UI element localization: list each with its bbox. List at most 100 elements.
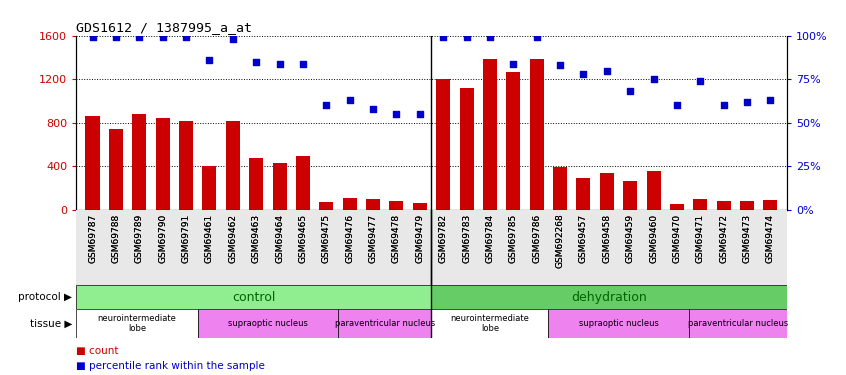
Point (343, 97, 356, 103)
Bar (646, 171, 661, 210)
Text: GSM69457: GSM69457 (579, 214, 588, 263)
Bar (459, 88, 474, 210)
Text: GSM69472: GSM69472 (719, 214, 728, 263)
Text: supraoptic nucleus: supraoptic nucleus (579, 319, 658, 328)
Text: protocol ▶: protocol ▶ (18, 292, 72, 302)
Text: GSM69477: GSM69477 (369, 214, 377, 263)
Text: neurointermediate
lobe: neurointermediate lobe (97, 314, 176, 333)
Point (390, 111, 404, 117)
Text: GSM69782: GSM69782 (438, 214, 448, 263)
Text: GSM69459: GSM69459 (626, 214, 634, 263)
Text: GSM69473: GSM69473 (743, 214, 751, 263)
Text: GSM69791: GSM69791 (182, 214, 190, 263)
Bar (717, 201, 731, 210)
Text: GSM69458: GSM69458 (602, 214, 612, 263)
Bar (76, 285, 431, 309)
Point (717, 102, 730, 108)
Text: GSM69783: GSM69783 (462, 214, 471, 263)
Bar (338, 309, 431, 338)
Text: GSM69459: GSM69459 (626, 214, 634, 263)
Text: GSM69791: GSM69791 (182, 214, 190, 263)
Text: GSM69457: GSM69457 (579, 214, 588, 263)
Text: GSM69473: GSM69473 (743, 214, 751, 263)
Bar (343, 198, 357, 210)
Bar (670, 204, 684, 210)
Point (507, 60, 520, 66)
Text: ■ count: ■ count (76, 345, 118, 355)
Text: tissue ▶: tissue ▶ (30, 318, 72, 328)
Point (109, 34, 123, 40)
Text: GSM69465: GSM69465 (299, 214, 307, 263)
Text: GSM69461: GSM69461 (205, 214, 214, 263)
Text: GSM69460: GSM69460 (649, 214, 658, 263)
Bar (76, 309, 198, 338)
Text: GSM69463: GSM69463 (251, 214, 261, 263)
Text: GSM69475: GSM69475 (321, 214, 331, 263)
Text: GSM69478: GSM69478 (392, 214, 401, 263)
Text: GSM69463: GSM69463 (251, 214, 261, 263)
Point (577, 71, 591, 77)
Bar (763, 200, 777, 210)
Bar (156, 118, 170, 210)
Text: GSM69474: GSM69474 (766, 214, 775, 263)
Point (483, 34, 497, 40)
Text: GSM69464: GSM69464 (275, 214, 284, 263)
Point (437, 34, 450, 40)
Text: GSM69784: GSM69784 (486, 214, 494, 263)
Text: ■ percentile rank within the sample: ■ percentile rank within the sample (76, 362, 265, 372)
Point (600, 68, 613, 74)
Text: GSM69790: GSM69790 (158, 214, 168, 263)
Text: GSM69785: GSM69785 (508, 214, 518, 263)
Text: GSM692268: GSM692268 (556, 214, 564, 268)
Text: GSM69461: GSM69461 (205, 214, 214, 263)
Point (624, 88, 637, 94)
Text: GSM69479: GSM69479 (415, 214, 425, 263)
Bar (85, 116, 100, 210)
Text: GSM69786: GSM69786 (532, 214, 541, 263)
Point (670, 102, 684, 108)
Text: supraoptic nucleus: supraoptic nucleus (228, 319, 308, 328)
Bar (693, 199, 707, 210)
Bar (319, 202, 333, 210)
Text: GSM69471: GSM69471 (695, 214, 705, 263)
Text: GSM69790: GSM69790 (158, 214, 168, 263)
Text: GSM69476: GSM69476 (345, 214, 354, 263)
Bar (366, 199, 380, 210)
Text: paraventricular nucleus: paraventricular nucleus (688, 319, 788, 328)
Text: GSM69474: GSM69474 (766, 214, 775, 263)
Bar (506, 72, 520, 210)
Text: GSM69788: GSM69788 (112, 214, 120, 263)
Point (296, 60, 310, 66)
Bar (389, 201, 404, 210)
Bar (689, 309, 787, 338)
Text: GSM69789: GSM69789 (135, 214, 144, 263)
Bar (431, 309, 548, 338)
Text: paraventricular nucleus: paraventricular nucleus (334, 319, 435, 328)
Point (272, 60, 286, 66)
Text: GSM69478: GSM69478 (392, 214, 401, 263)
Text: GSM69470: GSM69470 (673, 214, 681, 263)
Point (694, 78, 707, 84)
Text: dehydration: dehydration (571, 291, 647, 304)
Text: GSM69458: GSM69458 (602, 214, 612, 263)
Text: GSM69784: GSM69784 (486, 214, 494, 263)
Text: GSM692268: GSM692268 (556, 214, 564, 268)
Bar (272, 163, 287, 210)
Text: GSM69471: GSM69471 (695, 214, 705, 263)
Bar (576, 178, 591, 210)
Bar (553, 168, 567, 210)
Bar (226, 121, 239, 210)
Text: GSM69477: GSM69477 (369, 214, 377, 263)
Point (250, 59, 263, 65)
Bar (483, 58, 497, 210)
Point (202, 57, 216, 63)
Bar (437, 79, 450, 210)
Bar (530, 58, 544, 210)
Point (764, 97, 777, 103)
Text: GSM69475: GSM69475 (321, 214, 331, 263)
Text: control: control (232, 291, 276, 304)
Bar (198, 309, 338, 338)
Text: GSM69782: GSM69782 (438, 214, 448, 263)
Bar (740, 201, 754, 210)
Text: neurointermediate
lobe: neurointermediate lobe (450, 314, 530, 333)
